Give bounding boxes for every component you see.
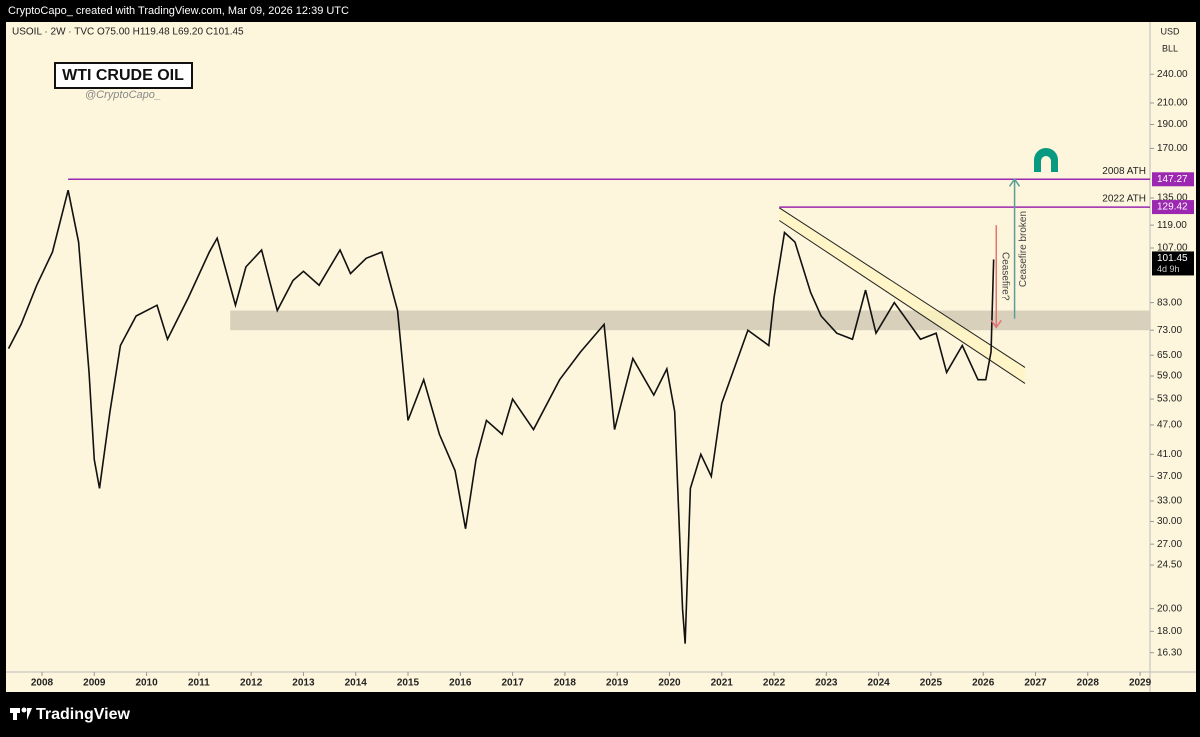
chart-bg (6, 22, 1196, 692)
y-tick-label: 135.00 (1157, 193, 1188, 204)
x-tick-label: 2026 (972, 678, 995, 689)
price-tag (1152, 200, 1194, 215)
y-tick-label: 119.00 (1157, 220, 1187, 231)
channel-fill (779, 207, 1026, 384)
countdown: 4d 9h (1157, 264, 1180, 274)
x-tick-label: 2015 (397, 678, 420, 689)
level-label: 2008 ATH (1102, 166, 1146, 177)
x-tick-label: 2014 (345, 678, 368, 689)
y-tick-label: 30.00 (1157, 516, 1182, 527)
x-tick-label: 2012 (240, 678, 263, 689)
y-tick-label: 170.00 (1157, 143, 1188, 154)
y-tick-label: 210.00 (1157, 98, 1188, 109)
arrow-label: Ceasefire? (1000, 252, 1011, 301)
top-bar (0, 0, 1200, 22)
x-tick-label: 2009 (83, 678, 106, 689)
x-tick-label: 2018 (554, 678, 577, 689)
price-tag-label: 147.27 (1157, 174, 1188, 185)
last-price: 101.45 (1157, 253, 1188, 264)
unit-box (1155, 22, 1187, 46)
y-tick-label: 65.00 (1157, 350, 1182, 361)
y-tick-label: 33.00 (1157, 496, 1182, 507)
arrow-head (990, 319, 1002, 329)
channel-line (778, 207, 1026, 368)
x-tick-label: 2016 (449, 678, 472, 689)
magnet-icon (1034, 148, 1058, 172)
symbol: USOIL · 2W · TVC O75.00 H119.48 L69.20 C… (12, 27, 244, 38)
title-box (54, 62, 193, 89)
y-tick-label: 107.00 (1157, 243, 1188, 254)
y-tick-label: 16.30 (1157, 647, 1182, 658)
support-zone (230, 310, 1150, 331)
arrow-head (1008, 177, 1021, 187)
x-tick-label: 2022 (763, 678, 786, 689)
y-tick-label: 41.00 (1157, 449, 1182, 460)
x-tick-label: 2029 (1129, 678, 1152, 689)
y-tick-label: 240.00 (1157, 69, 1188, 80)
x-tick-label: 2011 (188, 678, 210, 689)
y-tick-label: 190.00 (1157, 119, 1188, 130)
arrow-label: Ceasefire broken (1018, 211, 1029, 287)
y-tick-label: 73.00 (1157, 325, 1182, 336)
x-tick-label: 2019 (606, 678, 629, 689)
level-label: 2022 ATH (1102, 194, 1146, 205)
price-line (7, 189, 995, 644)
x-tick-label: 2027 (1024, 678, 1047, 689)
x-tick-label: 2013 (292, 678, 315, 689)
x-tick-label: 2020 (658, 678, 681, 689)
y-tick-label: 59.00 (1157, 371, 1182, 382)
subtitle: @CryptoCapo_ (85, 89, 161, 101)
y-tick-label: 37.00 (1157, 471, 1182, 482)
last-price-tag (1152, 251, 1194, 276)
header-text: CryptoCapo_ created with TradingView.com… (8, 5, 349, 17)
x-tick-label: 2010 (135, 678, 158, 689)
price-tag-label: 129.42 (1157, 202, 1188, 213)
y-tick-label: 53.00 (1157, 394, 1182, 405)
x-tick-label: 2024 (867, 678, 890, 689)
x-tick-label: 2017 (501, 678, 524, 689)
y-tick-label: 20.00 (1157, 603, 1182, 614)
brand: TradingView (36, 706, 131, 723)
x-tick-label: 2021 (711, 678, 734, 689)
logo (10, 707, 32, 720)
footer (0, 692, 1200, 737)
unit: BLL (1162, 43, 1178, 53)
y-tick-label: 47.00 (1157, 420, 1182, 431)
y-tick-label: 24.50 (1157, 560, 1182, 571)
y-tick-label: 27.00 (1157, 539, 1182, 550)
channel-line (778, 220, 1026, 384)
y-tick-label: 18.00 (1157, 626, 1182, 637)
price-tag (1152, 172, 1194, 187)
x-tick-label: 2008 (31, 678, 54, 689)
title: WTI CRUDE OIL (62, 67, 184, 84)
x-tick-label: 2023 (815, 678, 838, 689)
x-tick-label: 2028 (1077, 678, 1100, 689)
currency: USD (1160, 26, 1180, 36)
y-tick-label: 83.00 (1157, 297, 1182, 308)
x-tick-label: 2025 (920, 678, 943, 689)
